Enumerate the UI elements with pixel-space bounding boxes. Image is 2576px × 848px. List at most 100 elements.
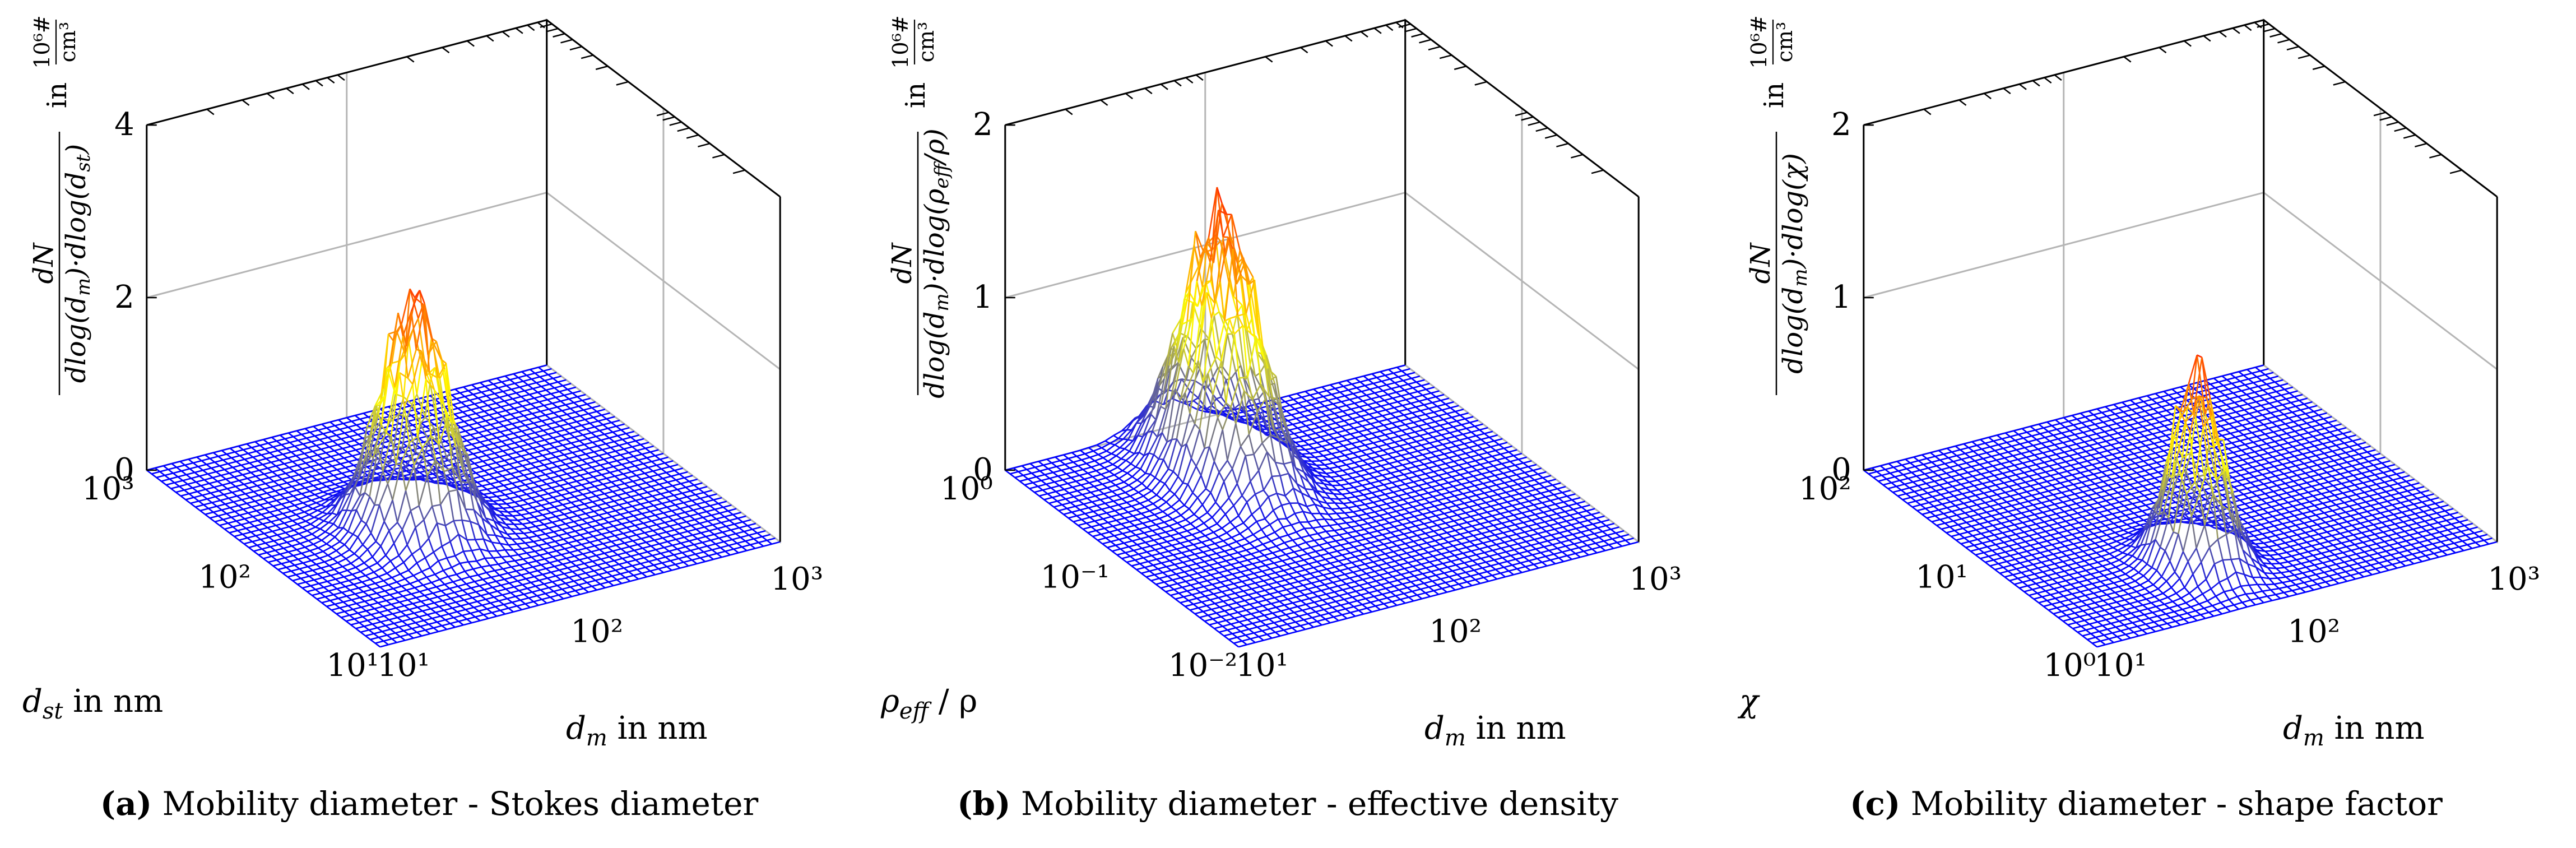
mesh-line-x xyxy=(382,603,392,608)
mesh-line-y xyxy=(349,436,355,441)
mesh-line-x xyxy=(531,495,540,499)
mesh-line-y xyxy=(1026,469,1032,474)
mesh-line-y xyxy=(332,512,337,516)
mesh-line-y xyxy=(547,433,554,439)
mesh-line-x xyxy=(369,447,379,497)
mesh-line-y xyxy=(286,567,292,572)
mesh-line-y xyxy=(258,554,264,559)
mesh-line-x xyxy=(555,513,565,517)
mesh-line-y xyxy=(416,362,423,395)
mesh-line-x xyxy=(529,451,538,455)
mesh-line-x xyxy=(546,506,555,510)
mesh-line-x xyxy=(559,542,569,546)
mesh-line-y xyxy=(422,610,428,615)
mesh-line-x xyxy=(619,561,628,566)
mesh-line-y xyxy=(249,522,255,527)
mesh-line-y xyxy=(633,574,639,580)
mesh-line-x xyxy=(393,620,403,624)
mesh-line-x xyxy=(607,450,616,455)
mesh-line-x xyxy=(503,507,512,509)
mesh-line-x xyxy=(446,555,456,559)
mesh-line-x xyxy=(666,470,675,474)
mesh-line-x xyxy=(277,447,287,452)
mesh-line-x xyxy=(443,567,452,572)
mesh-line-y xyxy=(397,312,404,337)
mesh-line-y xyxy=(248,546,254,552)
mesh-line-y xyxy=(640,444,646,449)
mesh-line-y xyxy=(355,567,361,572)
mesh-line-y xyxy=(281,563,287,568)
mesh-line-x xyxy=(504,576,513,580)
mesh-line-y xyxy=(229,472,235,478)
mesh-line-y xyxy=(219,465,225,470)
mesh-line-y xyxy=(591,586,597,591)
mesh-line-x xyxy=(286,564,295,568)
mesh-line-x xyxy=(607,509,616,514)
mesh-line-x xyxy=(330,453,340,457)
mesh-line-y xyxy=(525,603,531,608)
mesh-line-y xyxy=(572,571,578,576)
mesh-line-x xyxy=(480,379,489,383)
mesh-line-x xyxy=(320,590,329,594)
y-minor-tick xyxy=(1556,142,1569,147)
mesh-line-x xyxy=(388,456,398,465)
mesh-line-y xyxy=(541,386,547,391)
mesh-line-x xyxy=(1323,393,1332,397)
mesh-line-y xyxy=(748,534,754,540)
mesh-line-y xyxy=(360,571,366,576)
mesh-line-x xyxy=(637,566,646,571)
mesh-line-x xyxy=(680,565,689,569)
mesh-line-y xyxy=(510,592,516,597)
mesh-line-y xyxy=(553,591,559,596)
mesh-line-y xyxy=(558,594,564,600)
mesh-line-x xyxy=(695,492,704,495)
mesh-line-x xyxy=(406,409,415,413)
mesh-line-y xyxy=(406,589,412,595)
mesh-line-x xyxy=(263,530,273,535)
mesh-line-y xyxy=(357,434,364,439)
mesh-line-y xyxy=(565,558,572,563)
y-minor-tick xyxy=(581,54,593,59)
mesh-line-y xyxy=(209,458,216,463)
mesh-line-x xyxy=(355,492,366,511)
mesh-line-x xyxy=(533,420,542,424)
mesh-line-y xyxy=(618,504,625,509)
mesh-line-x xyxy=(617,433,626,437)
mesh-line-x xyxy=(400,442,410,465)
mesh-line-x xyxy=(501,438,510,442)
mesh-line-y xyxy=(257,520,263,525)
mesh-line-x xyxy=(295,536,304,541)
mesh-line-y xyxy=(1038,461,1044,466)
mesh-line-y xyxy=(333,568,340,574)
mesh-line-y xyxy=(356,603,362,608)
mesh-line-x xyxy=(1301,394,1311,398)
mesh-line-x xyxy=(288,549,297,553)
mesh-line-y xyxy=(344,457,350,462)
mesh-line-x xyxy=(732,536,741,540)
mesh-line-y xyxy=(426,576,432,583)
mesh-line-x xyxy=(383,577,392,582)
mesh-line-x xyxy=(218,513,227,517)
mesh-line-y xyxy=(447,418,453,468)
mesh-line-x xyxy=(425,448,434,452)
mesh-line-y xyxy=(253,550,259,556)
mesh-line-y xyxy=(596,470,602,475)
mesh-line-y xyxy=(499,431,506,437)
mesh-line-y xyxy=(649,451,656,457)
mesh-line-y xyxy=(314,435,321,441)
mesh-line-y xyxy=(725,550,731,556)
mesh-line-y xyxy=(274,456,280,461)
mesh-line-x xyxy=(530,520,540,523)
y-minor-tick xyxy=(1571,154,1584,159)
mesh-line-x xyxy=(584,535,594,540)
mesh-line-y xyxy=(411,554,418,563)
mesh-line-y xyxy=(313,579,319,585)
mesh-line-y xyxy=(294,446,300,451)
mesh-line-x xyxy=(512,421,521,425)
mesh-line-y xyxy=(401,585,407,591)
mesh-line-y xyxy=(722,531,728,537)
mesh-line-x xyxy=(321,533,331,541)
mesh-line-x xyxy=(579,557,588,561)
mesh-line-x xyxy=(379,333,389,405)
mesh-line-x xyxy=(554,384,563,389)
